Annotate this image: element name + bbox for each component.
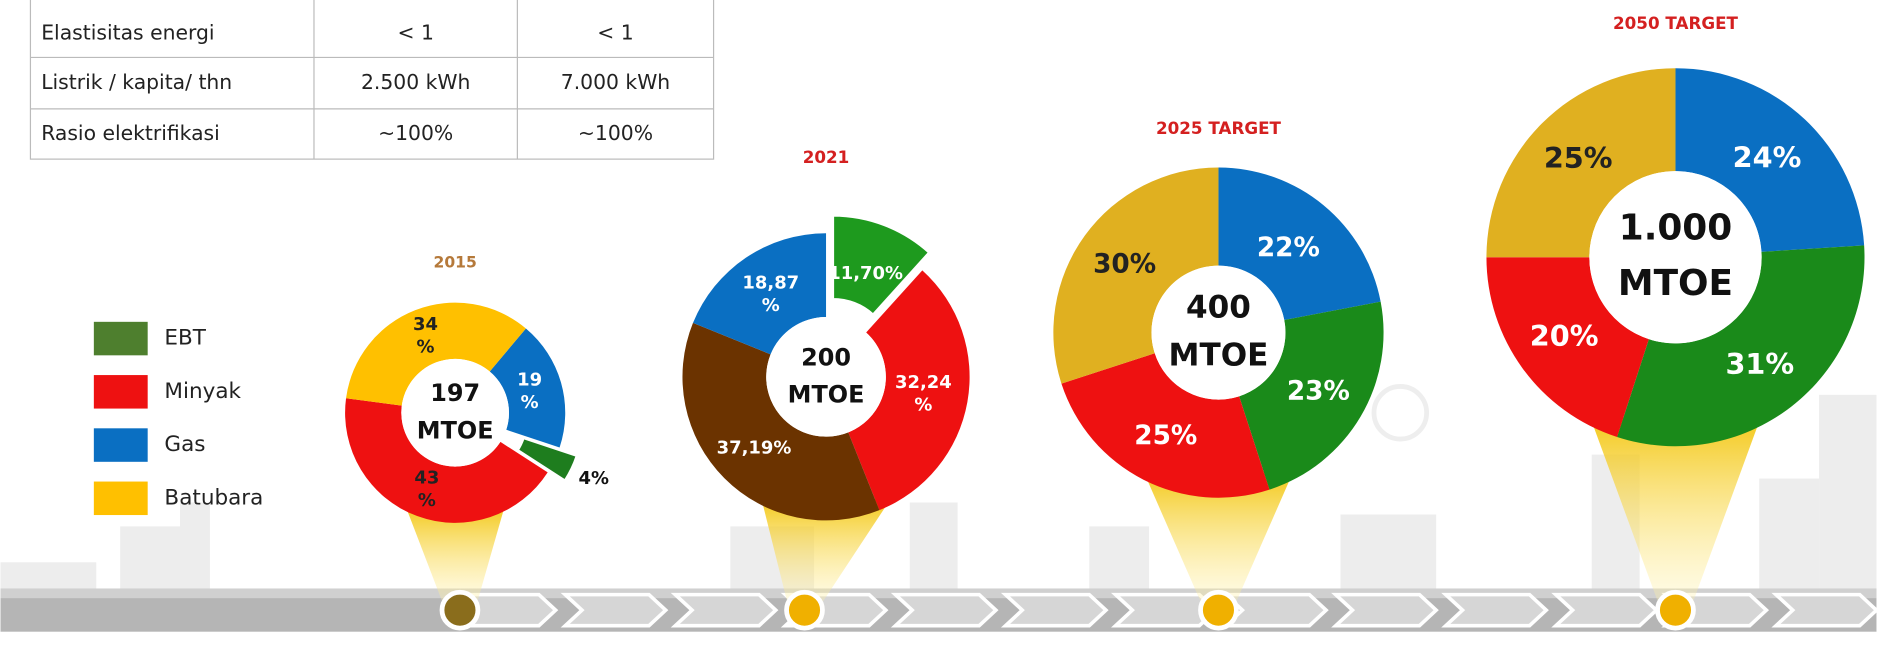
value-label: 25%: [1544, 141, 1613, 175]
value-label: 23%: [1287, 376, 1350, 406]
table-cell: 7.000 kWh: [561, 70, 670, 94]
infographic: Elastisitas energi < 1 < 1 Listrik / kapita…: [0, 0, 1877, 664]
page: Elastisitas energi < 1 < 1 Listrik / kapita…: [0, 0, 1877, 664]
pin-dot: [1658, 592, 1694, 628]
table-cell: Rasio elektrifikasi: [41, 121, 220, 145]
chart-title: 2025 TARGET: [1156, 118, 1282, 138]
arrow: [1226, 595, 1326, 626]
legend-label: Minyak: [164, 379, 241, 404]
legend-label: Gas: [164, 432, 205, 457]
value-label: 11,70%: [828, 263, 903, 284]
table-cell: Elastisitas energi: [41, 20, 214, 44]
value-label: 24%: [1733, 141, 1802, 175]
arrow: [1005, 595, 1105, 626]
legend-swatch: [94, 428, 148, 461]
donut-hole: [766, 317, 886, 437]
value-label: 43%: [414, 467, 439, 510]
value-label: 4%: [578, 468, 608, 489]
arrow: [1556, 595, 1656, 626]
donut-hole: [401, 359, 509, 467]
pin-dot: [442, 592, 478, 628]
pin-dot: [787, 592, 823, 628]
arrow: [1336, 595, 1436, 626]
table-cell: 2.500 kWh: [361, 70, 470, 94]
value-label: 19%: [517, 369, 542, 412]
value-label: 34%: [413, 314, 438, 357]
legend-swatch: [94, 482, 148, 515]
value-label: 25%: [1134, 420, 1197, 450]
table-cell: ~100%: [578, 121, 653, 145]
table-cell: Listrik / kapita/ thn: [41, 70, 232, 94]
pin-dot: [1201, 592, 1237, 628]
chart-title: 2050 TARGET: [1613, 13, 1739, 33]
legend-label: Batubara: [164, 485, 263, 510]
donut-hole: [1589, 171, 1761, 343]
chart-title: 2015: [434, 254, 477, 272]
chart-title: 2021: [803, 147, 850, 167]
table-cell: ~100%: [378, 121, 453, 145]
table-cell: < 1: [597, 20, 633, 44]
value-label: 31%: [1725, 347, 1794, 381]
value-label: 20%: [1530, 319, 1599, 353]
value-label: 22%: [1257, 233, 1320, 263]
value-label: 37,19%: [717, 438, 792, 459]
arrow: [1776, 595, 1876, 626]
legend-label: EBT: [164, 326, 206, 351]
donut-hole: [1151, 266, 1285, 400]
arrow: [565, 595, 665, 626]
value-label: 30%: [1093, 249, 1156, 279]
arrow: [895, 595, 995, 626]
table-cell: < 1: [397, 20, 433, 44]
legend-swatch: [94, 375, 148, 408]
arrow: [1446, 595, 1546, 626]
legend-swatch: [94, 322, 148, 355]
arrow: [675, 595, 775, 626]
